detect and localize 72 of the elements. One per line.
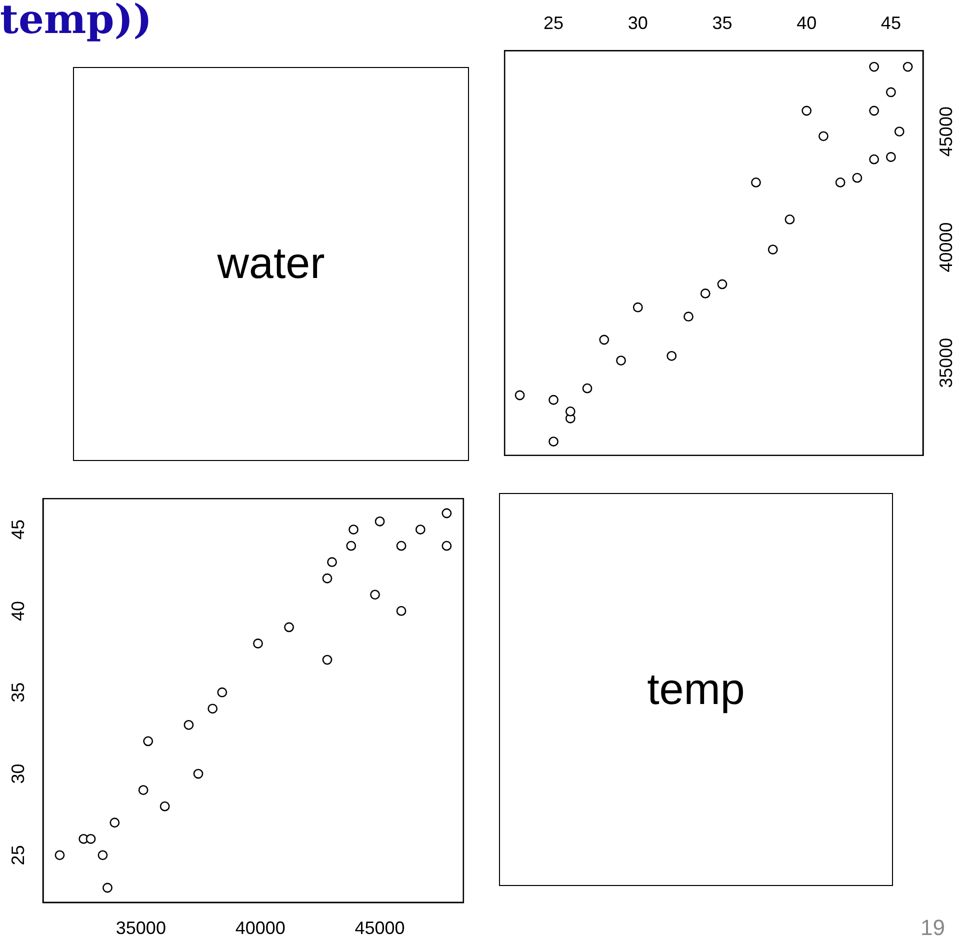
point: [370, 590, 380, 600]
point: [98, 850, 108, 860]
point: [666, 350, 677, 361]
point: [700, 288, 710, 298]
point: [322, 654, 332, 665]
point: [138, 785, 148, 796]
point: [348, 524, 358, 534]
text: temp: [647, 664, 745, 714]
point: [442, 508, 452, 518]
point: [54, 850, 65, 860]
point: [374, 516, 385, 526]
y-tick-label: 25: [8, 845, 28, 866]
point: [768, 244, 778, 254]
y-tick-label: 45: [8, 520, 28, 540]
x-tick-label: 25: [544, 12, 564, 33]
point: [396, 540, 406, 551]
point: [102, 882, 112, 893]
point: [346, 540, 356, 551]
point: [599, 334, 610, 345]
x-tick-label: 35000: [116, 918, 166, 938]
point: [869, 62, 880, 72]
point: [284, 622, 294, 632]
text: temp)): [0, 0, 152, 44]
point: [632, 302, 643, 312]
point: [442, 540, 452, 551]
y-tick-label: 35: [8, 682, 28, 702]
y-tick-label: 40000: [936, 222, 956, 272]
y-tick-label: 30: [8, 764, 28, 784]
point: [548, 436, 558, 446]
point: [616, 356, 626, 366]
point: [565, 406, 576, 416]
point: [751, 178, 761, 188]
point: [802, 106, 812, 116]
point: [717, 279, 728, 290]
point: [396, 606, 406, 616]
y-tick-label: 45000: [936, 106, 956, 157]
y-tick-label: 40: [8, 600, 28, 621]
point: [784, 214, 795, 224]
point: [110, 818, 120, 828]
point: [869, 106, 880, 116]
point: [322, 573, 332, 584]
point: [143, 736, 154, 746]
point: [902, 62, 913, 72]
x-tick-label: 40: [796, 12, 817, 33]
point: [327, 557, 337, 568]
point: [582, 383, 592, 394]
text: 19: [920, 915, 945, 941]
y-tick-label: 35000: [936, 338, 956, 388]
point: [514, 390, 525, 400]
text: water: [217, 239, 325, 289]
point: [886, 87, 896, 98]
point: [160, 801, 170, 812]
point: [835, 178, 846, 188]
point: [894, 126, 904, 137]
x-tick-label: 30: [628, 12, 648, 33]
point: [415, 524, 426, 534]
point: [548, 394, 558, 405]
x-tick-label: 45: [880, 12, 901, 33]
point: [818, 131, 828, 142]
point: [193, 768, 204, 779]
point: [869, 154, 880, 164]
point: [886, 152, 896, 162]
point: [852, 172, 862, 183]
point: [253, 638, 263, 648]
point: [86, 834, 96, 844]
point: [208, 704, 218, 714]
point: [217, 687, 228, 698]
point: [684, 312, 694, 322]
point: [184, 720, 194, 730]
x-tick-label: 45000: [354, 918, 405, 938]
x-tick-label: 35: [712, 12, 732, 33]
x-tick-label: 40000: [235, 918, 286, 938]
